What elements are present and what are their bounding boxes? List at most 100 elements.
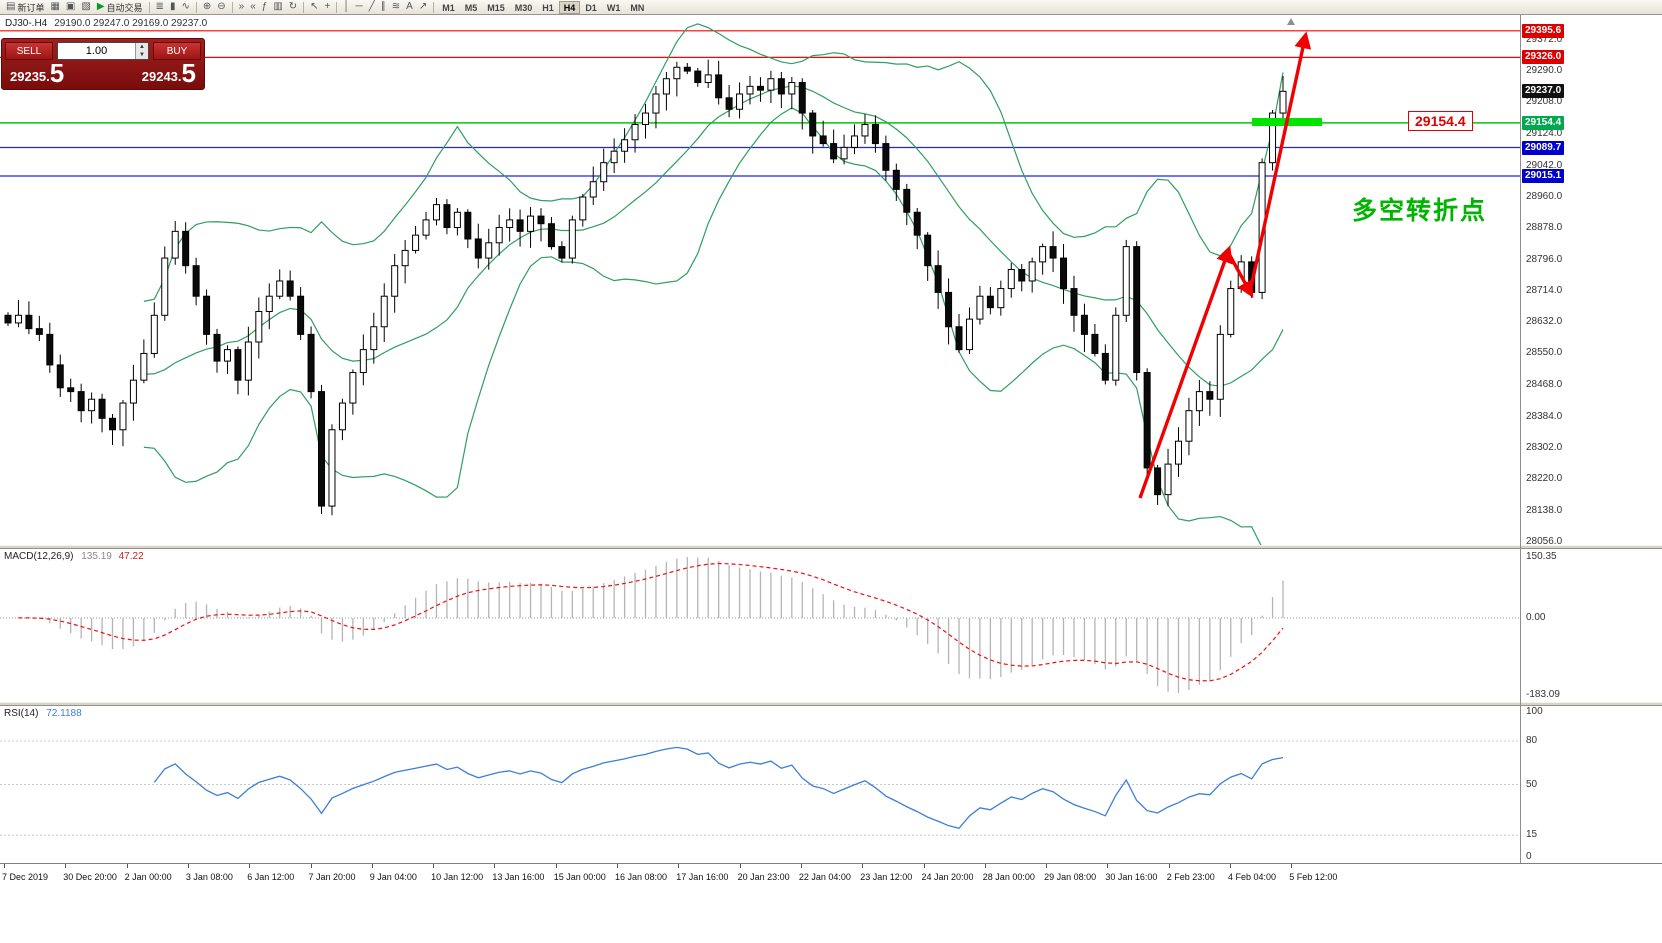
price-axis-label: 28714.0 <box>1526 284 1563 296</box>
rsi-label: RSI(14) 72.1188 <box>4 708 82 719</box>
chart-shift-marker[interactable] <box>1287 18 1295 25</box>
time-axis-label: 7 Jan 20:00 <box>308 872 356 882</box>
time-axis-label: 9 Jan 04:00 <box>369 872 417 882</box>
time-axis: 7 Dec 2019 30 Dec 20:00 2 Jan 00:00 3 Jan 0… <box>0 863 1662 891</box>
bollinger-bands[interactable] <box>143 23 1284 545</box>
time-axis-label: 17 Jan 16:00 <box>676 872 729 882</box>
time-axis-label: 7 Dec 2019 <box>2 872 49 882</box>
new-order-button[interactable]: ▤ 新订单 <box>3 1 47 14</box>
toolbar-separator <box>433 1 435 13</box>
time-tick <box>371 864 373 868</box>
sell-price-big: 5 <box>49 58 65 88</box>
time-tick <box>739 864 741 868</box>
price-axis-label: 29124.0 <box>1526 128 1563 140</box>
time-tick <box>65 864 67 868</box>
fibonacci-button[interactable]: ≋ <box>389 1 403 14</box>
arrows-button[interactable]: ↗ <box>416 1 430 14</box>
rsi-axis-label: 100 <box>1526 706 1543 717</box>
time-tick <box>984 864 986 868</box>
time-axis-label: 16 Jan 08:00 <box>615 872 668 882</box>
buy-button[interactable]: BUY <box>153 42 201 60</box>
candlestick-chart-button[interactable]: ▮ <box>167 1 179 14</box>
auto-scroll-button[interactable]: » <box>236 1 248 14</box>
pane-splitter[interactable] <box>0 545 1662 549</box>
chart-shift-icon: « <box>250 1 256 12</box>
main-chart-pane[interactable]: DJ30-.H4 29190.0 29247.0 29169.0 29237.0 … <box>0 15 1521 545</box>
auto-scroll-icon: » <box>238 1 245 12</box>
time-tick <box>800 864 802 868</box>
horizontal-line-button[interactable]: ─ <box>353 1 366 14</box>
channel-button[interactable]: ∥ <box>378 1 389 14</box>
trend-arrow[interactable] <box>1248 31 1312 293</box>
timeframe-h4-button[interactable]: H4 <box>558 0 581 14</box>
auto-trading-button[interactable]: ▶ 自动交易 <box>94 1 146 14</box>
timeframe-w1-button[interactable]: W1 <box>606 2 621 13</box>
line-chart-icon: ∿ <box>181 1 190 12</box>
cursor-icon: ↖ <box>310 1 319 12</box>
line-chart-button[interactable]: ∿ <box>178 1 192 14</box>
zoom-in-button[interactable]: ⊕ <box>200 1 214 14</box>
text-button[interactable]: A <box>403 1 416 14</box>
zoom-out-icon: ⊖ <box>217 1 226 12</box>
sell-button[interactable]: SELL <box>5 42 53 60</box>
candlestick-series <box>4 59 1287 516</box>
time-axis-label: 2 Jan 00:00 <box>124 872 172 882</box>
auto-trading-icon: ▶ <box>96 1 105 12</box>
macd-value-signal: 47.22 <box>118 551 144 562</box>
data-window-icon: ▣ <box>65 1 76 12</box>
chart-shift-button[interactable]: « <box>247 1 259 14</box>
trend-arrow[interactable] <box>1226 251 1254 298</box>
cursor-button[interactable]: ↖ <box>307 1 321 14</box>
bar-chart-button[interactable]: ≣ <box>153 1 167 14</box>
trendline-button[interactable]: ╱ <box>366 1 378 14</box>
timeframe-m30-button[interactable]: M30 <box>514 2 533 13</box>
navigator-button[interactable]: ▧ <box>78 1 93 14</box>
volume-input[interactable]: 1.00 <box>85 45 108 57</box>
timeframe-m1-button[interactable]: M1 <box>442 2 455 13</box>
auto-trading-label: 自动交易 <box>106 2 143 13</box>
toolbar-separator <box>148 1 150 13</box>
chart-annotation-text[interactable]: 多空转折点 <box>1352 197 1488 225</box>
timeframe-d1-button[interactable]: D1 <box>585 2 597 13</box>
toolbar-separator <box>195 1 197 13</box>
macd-label: MACD(12,26,9) 135.19 47.22 <box>4 551 144 562</box>
pane-splitter[interactable] <box>0 702 1662 706</box>
market-watch-button[interactable]: ▦ <box>47 1 62 14</box>
toolbar-separator <box>231 1 233 13</box>
crosshair-button[interactable]: + <box>322 1 334 14</box>
zoom-out-button[interactable]: ⊖ <box>214 1 228 14</box>
price-axis-label: 28220.0 <box>1526 473 1563 485</box>
macd-pane[interactable]: MACD(12,26,9) 135.19 47.22 <box>0 549 1521 702</box>
rsi-title: RSI(14) <box>4 708 39 719</box>
arrows-icon: ↗ <box>418 1 428 12</box>
timeframe-m5-button[interactable]: M5 <box>464 2 478 13</box>
volume-up-button[interactable]: ▲ <box>139 44 145 50</box>
time-axis-label: 30 Jan 16:00 <box>1105 872 1158 882</box>
price-axis-label: 28550.0 <box>1526 347 1563 359</box>
price-axis-label: 28796.0 <box>1526 253 1563 265</box>
indicators-button[interactable]: ƒ <box>259 1 271 14</box>
timeframe-m15-button[interactable]: M15 <box>487 2 505 13</box>
templates-button[interactable]: ▥ <box>270 1 285 14</box>
toolbar: ▤ 新订单 ▦ ▣ ▧ ▶ 自动交易 ≣ ▮ ∿ ⊕ ⊖ » « ƒ ▥ ↻ ↖ + │ ─ ╱ ∥ ≋ A ↗ M1 M… <box>0 0 1662 15</box>
price-level-lines[interactable] <box>0 30 1520 177</box>
price-level-label[interactable]: 29154.4 <box>1408 111 1473 131</box>
axis-border <box>1520 15 1521 863</box>
trend-arrows[interactable] <box>1138 31 1312 499</box>
timeframe-h1-button[interactable]: H1 <box>542 2 554 13</box>
time-tick <box>494 864 496 868</box>
trendline-icon: ╱ <box>368 1 375 12</box>
time-tick <box>1291 864 1293 868</box>
time-tick <box>126 864 128 868</box>
trend-arrow[interactable] <box>1138 245 1233 499</box>
volume-down-button[interactable]: ▼ <box>139 52 145 58</box>
refresh-button[interactable]: ↻ <box>286 1 300 14</box>
data-window-button[interactable]: ▣ <box>63 1 78 14</box>
time-axis-label: 13 Jan 16:00 <box>492 872 545 882</box>
time-tick <box>555 864 557 868</box>
vertical-line-button[interactable]: │ <box>340 1 352 14</box>
timeframe-mn-button[interactable]: MN <box>630 2 645 13</box>
rsi-pane[interactable]: RSI(14) 72.1188 <box>0 706 1521 863</box>
time-axis-label: 2 Feb 23:00 <box>1166 872 1215 882</box>
refresh-icon: ↻ <box>288 1 298 12</box>
